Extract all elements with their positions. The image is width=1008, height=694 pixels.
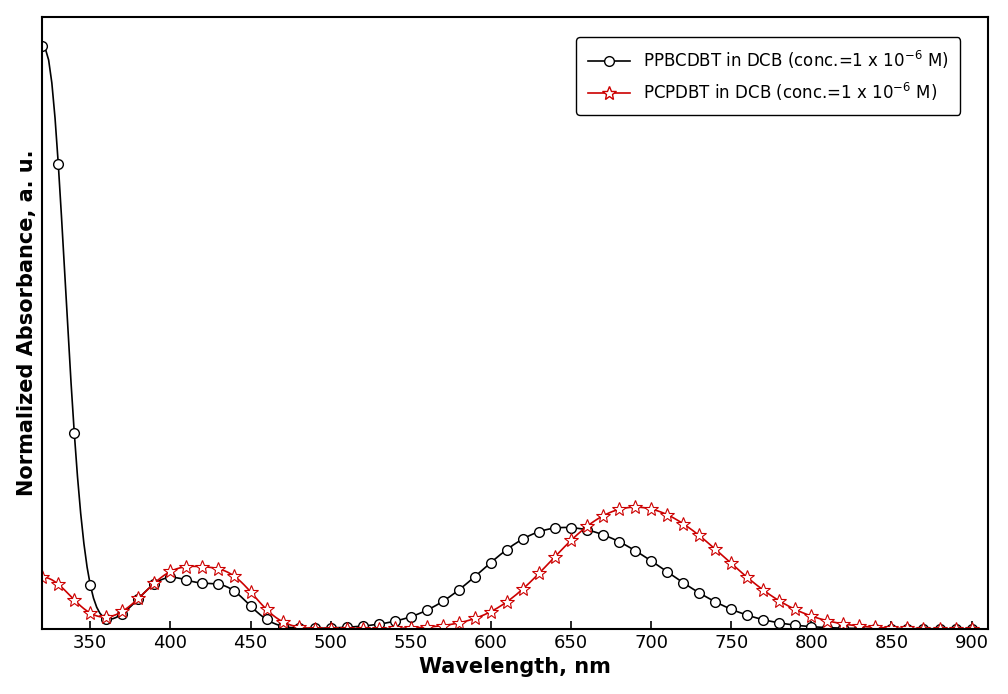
Legend: PPBCDBT in DCB (conc.=1 x 10$^{-6}$ M), PCPDBT in DCB (conc.=1 x 10$^{-6}$ M): PPBCDBT in DCB (conc.=1 x 10$^{-6}$ M), …	[577, 37, 961, 115]
Y-axis label: Normalized Absorbance, a. u.: Normalized Absorbance, a. u.	[17, 149, 36, 496]
X-axis label: Wavelength, nm: Wavelength, nm	[419, 657, 611, 677]
